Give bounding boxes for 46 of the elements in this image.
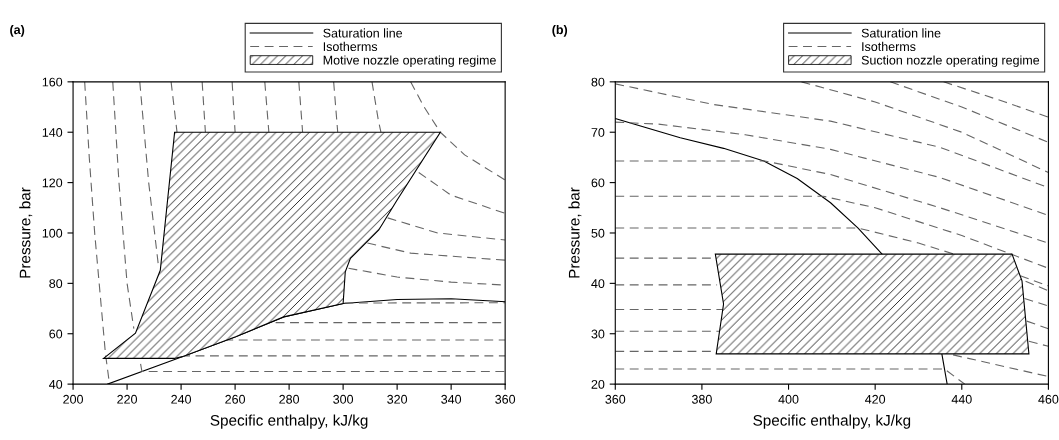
x-axis-title: Specific enthalpy, kJ/kg bbox=[210, 414, 368, 429]
y-tick-label: 50 bbox=[591, 228, 605, 238]
chart-title: (a) bbox=[10, 24, 25, 37]
y-tick-label: 70 bbox=[591, 128, 605, 137]
y-tick-label: 80 bbox=[591, 77, 605, 87]
x-tick-label: 420 bbox=[865, 394, 886, 404]
y-axis-title: Pressure, bar bbox=[568, 187, 582, 278]
line-series bbox=[615, 160, 1049, 244]
x-tick-label: 360 bbox=[495, 394, 516, 404]
y-tick-label: 30 bbox=[591, 329, 605, 339]
x-axis-title: Specific enthalpy, kJ/kg bbox=[753, 414, 911, 429]
y-tick-label: 60 bbox=[591, 178, 605, 188]
y-tick-label: 120 bbox=[42, 178, 63, 188]
legend-label: Isotherms bbox=[862, 41, 916, 52]
chart-title: (b) bbox=[552, 24, 568, 37]
x-tick-label: 380 bbox=[691, 394, 712, 404]
x-tick-label: 220 bbox=[117, 394, 138, 404]
x-tick-label: 300 bbox=[333, 394, 354, 404]
x-tick-label: 320 bbox=[387, 394, 408, 404]
y-axis-title: Pressure, bar bbox=[19, 187, 33, 278]
legend-label: Isotherms bbox=[323, 41, 378, 52]
y-tick-label: 160 bbox=[42, 77, 63, 87]
x-tick-label: 200 bbox=[63, 394, 84, 404]
y-tick-label: 20 bbox=[591, 379, 605, 389]
line-series bbox=[410, 81, 506, 181]
x-tick-label: 280 bbox=[279, 394, 300, 404]
x-tick-label: 460 bbox=[1038, 394, 1059, 404]
legend-label: Suction nozzle operating regime bbox=[861, 55, 1040, 68]
y-tick-label: 60 bbox=[49, 329, 63, 339]
x-tick-label: 340 bbox=[441, 394, 462, 404]
line-series bbox=[615, 121, 1049, 216]
x-tick-label: 360 bbox=[605, 394, 626, 404]
legend-label: Saturation line bbox=[861, 28, 941, 38]
line-series bbox=[615, 195, 1049, 269]
x-tick-label: 240 bbox=[171, 394, 192, 404]
x-tick-label: 440 bbox=[951, 394, 972, 404]
y-tick-label: 40 bbox=[591, 279, 605, 289]
legend-label: Motive nozzle operating regime bbox=[323, 55, 496, 68]
y-tick-label: 40 bbox=[49, 379, 63, 389]
line-series bbox=[800, 81, 1049, 174]
x-tick-label: 260 bbox=[225, 394, 246, 404]
x-tick-label: 400 bbox=[778, 394, 799, 404]
y-tick-label: 80 bbox=[49, 279, 63, 289]
legend-label: Saturation line bbox=[323, 28, 403, 38]
y-tick-label: 100 bbox=[42, 228, 63, 238]
y-tick-label: 140 bbox=[42, 128, 63, 137]
